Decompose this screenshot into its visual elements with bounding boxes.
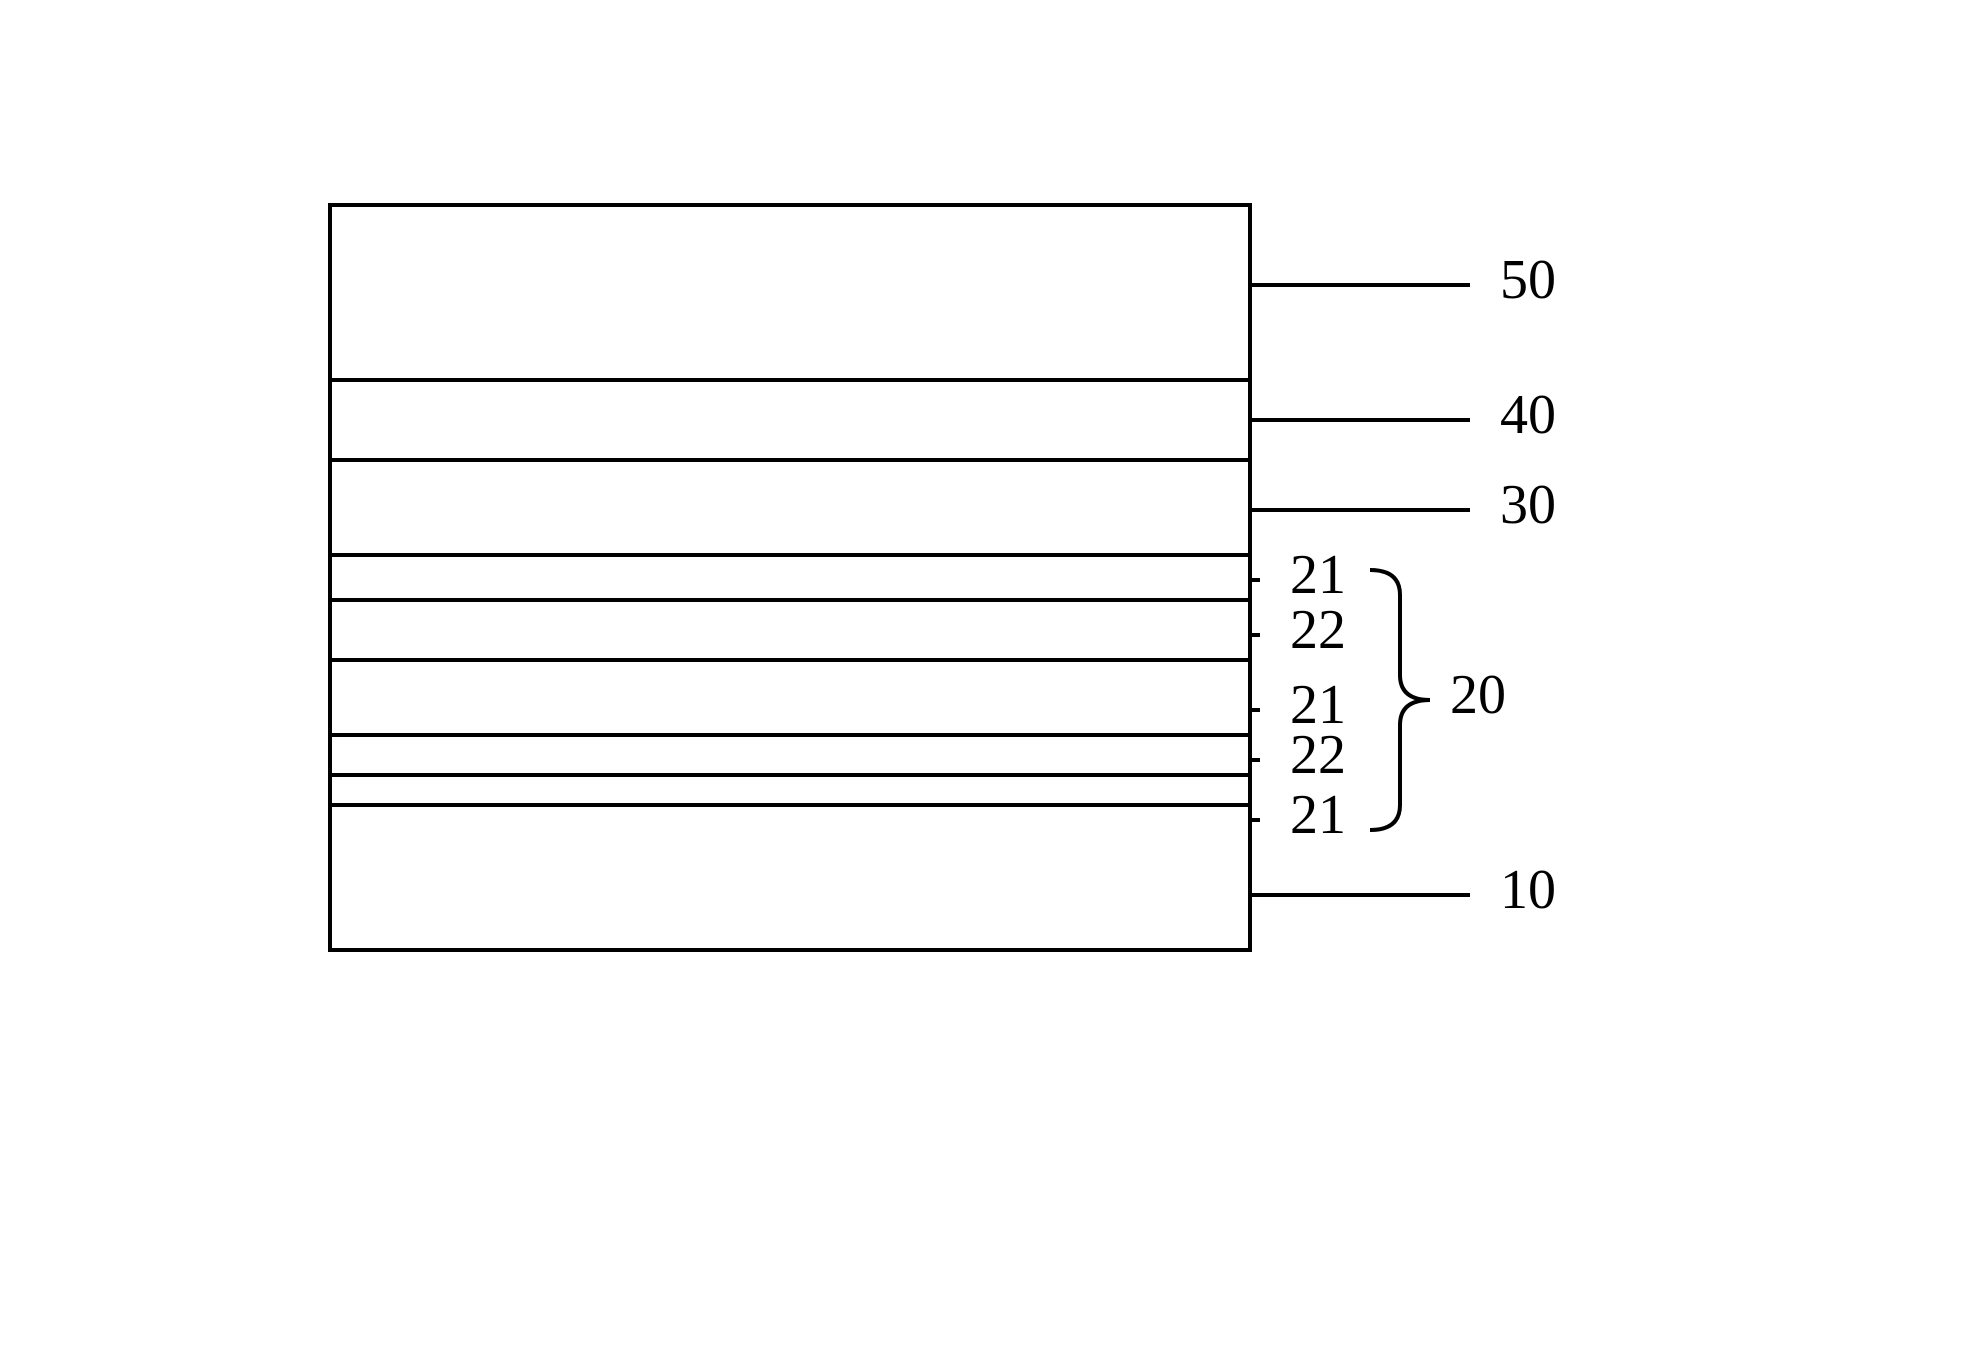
layer-label: 40 (1500, 384, 1556, 446)
stack-outline (330, 205, 1250, 950)
layer-label: 21 (1290, 784, 1346, 846)
layer-label: 10 (1500, 859, 1556, 921)
group-label: 20 (1450, 664, 1506, 726)
layer-label: 50 (1500, 249, 1556, 311)
layer-label: 30 (1500, 474, 1556, 536)
layer-label: 22 (1290, 599, 1346, 661)
group-brace (1370, 570, 1430, 830)
layer-label: 22 (1290, 724, 1346, 786)
layer-diagram: 50403021222122211020 (0, 0, 1985, 1351)
layer-label: 21 (1290, 544, 1346, 606)
